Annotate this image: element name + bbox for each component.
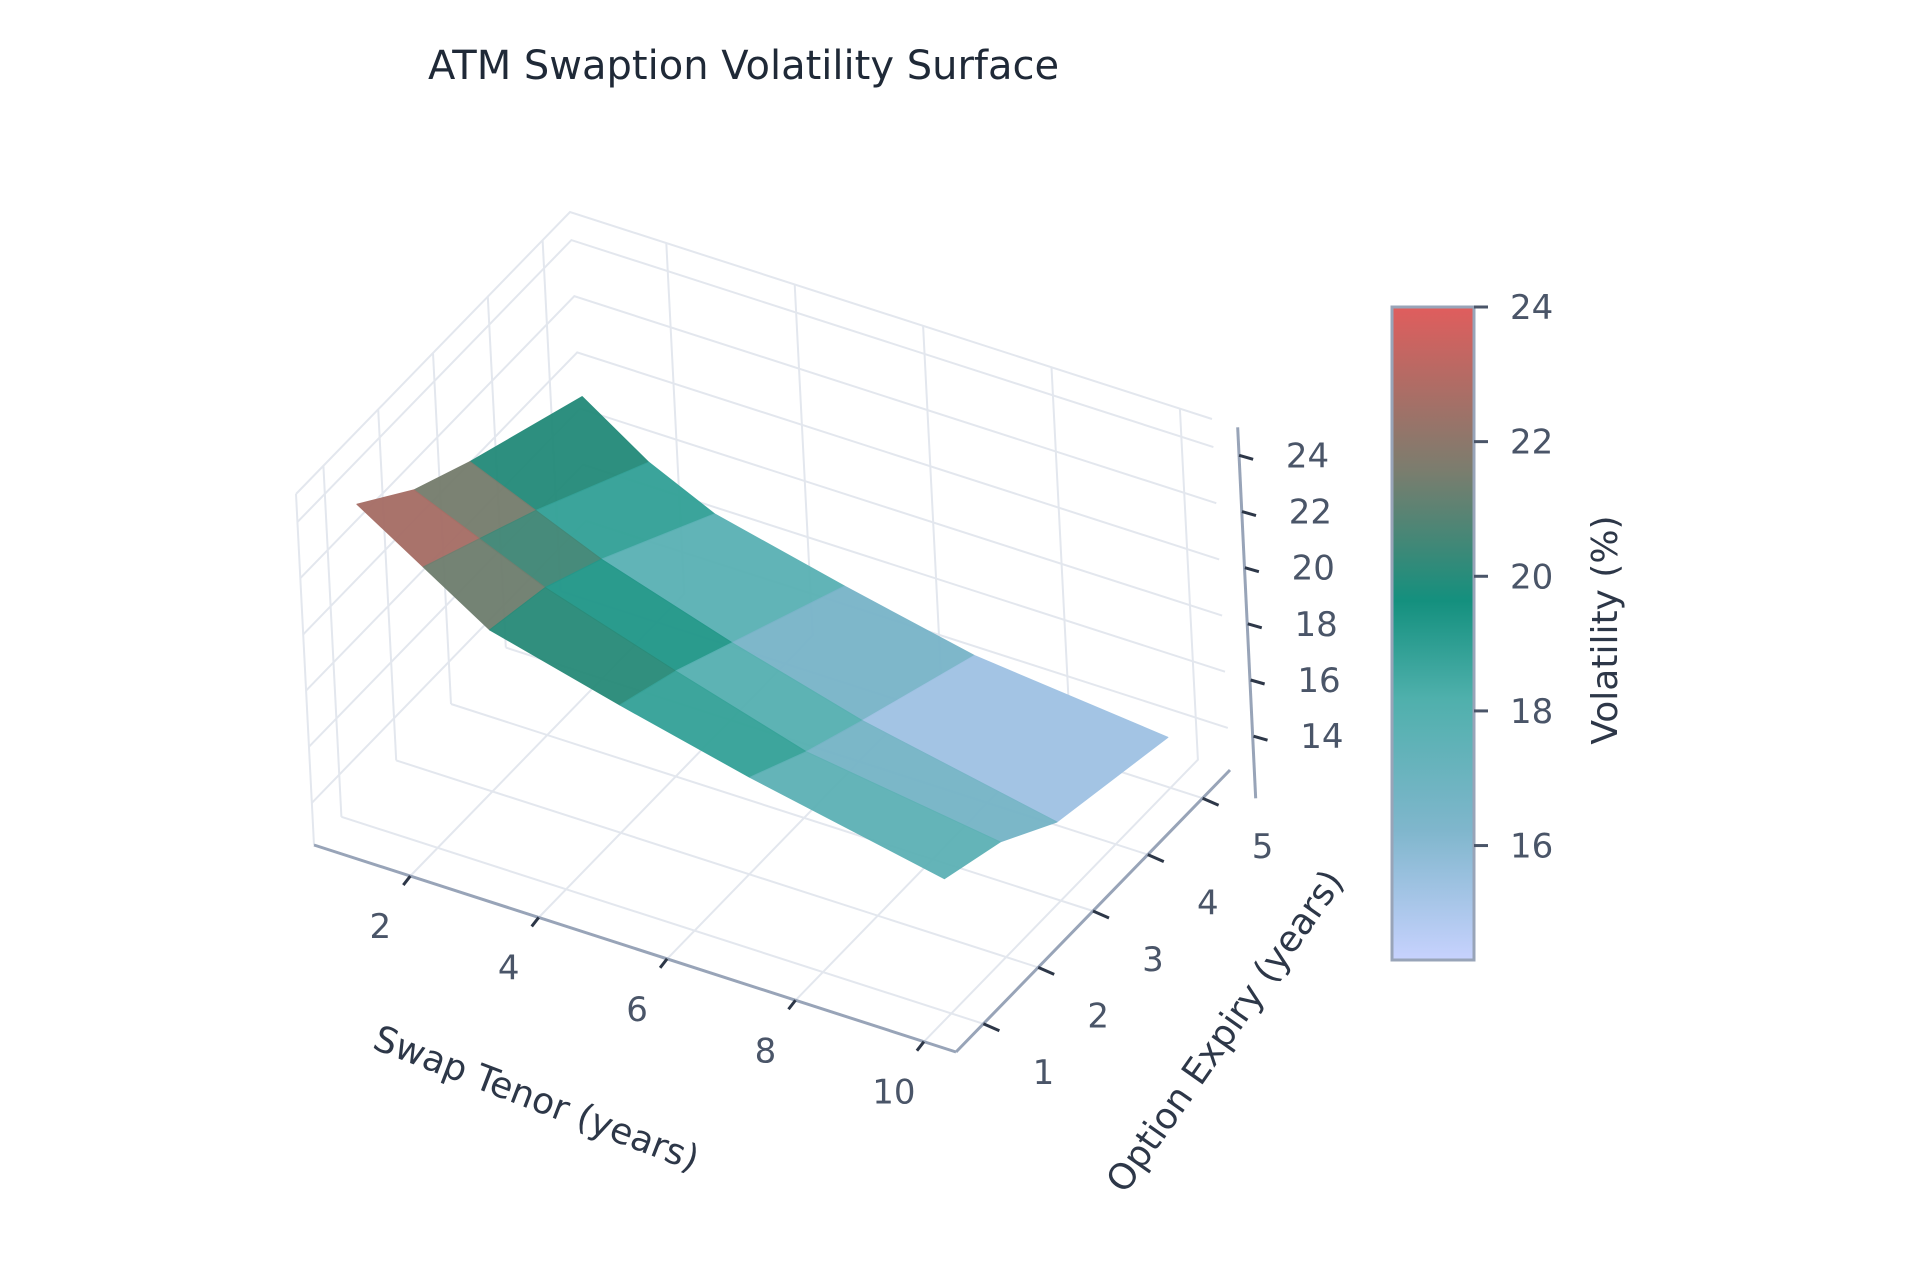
z-tick-mark xyxy=(1244,566,1260,574)
x-tick-label: 2 xyxy=(369,907,391,947)
x-tick-mark xyxy=(658,957,669,969)
grid-line xyxy=(923,408,1199,1043)
z-tick-label: 20 xyxy=(1292,549,1335,589)
x-tick-label: 4 xyxy=(498,948,520,988)
x-tick-label: 10 xyxy=(872,1073,915,1113)
grid-line xyxy=(295,493,315,846)
x-axis-line xyxy=(313,843,957,1054)
z-tick-mark xyxy=(1250,678,1266,686)
x-tick-label: 8 xyxy=(755,1031,777,1071)
grid-line xyxy=(299,295,1217,579)
x-tick-mark xyxy=(530,916,540,928)
grid-line xyxy=(450,703,1094,912)
colorbar-ticks: 16 18 20 22 24 xyxy=(1474,288,1553,867)
z-tick-mark xyxy=(1238,453,1254,461)
colorbar-tick-label: 20 xyxy=(1510,557,1553,597)
y-tick-mark xyxy=(982,1022,1001,1033)
colorbar-tick-label: 18 xyxy=(1510,692,1553,732)
z-tick-mark xyxy=(1253,734,1268,742)
x-tick-mark xyxy=(402,875,412,886)
x-axis-title: Swap Tenor (years) xyxy=(368,1018,705,1180)
y-tick-label: 5 xyxy=(1252,827,1274,867)
grid-line xyxy=(296,238,1214,523)
grid-line xyxy=(295,210,1213,495)
z-tick-label: 14 xyxy=(1300,717,1343,757)
colorbar-tick-label: 24 xyxy=(1510,288,1553,328)
y-tick-label: 1 xyxy=(1033,1053,1055,1093)
grid-line xyxy=(322,465,343,817)
colorbar-title: Volatility (%) xyxy=(1585,515,1626,744)
grid-line xyxy=(341,815,984,1025)
colorbar-tick-label: 22 xyxy=(1510,423,1553,463)
y-tick-mark xyxy=(1201,796,1220,807)
z-tick-label: 22 xyxy=(1289,493,1332,533)
z-tick-label: 24 xyxy=(1286,436,1329,476)
y-tick-label: 4 xyxy=(1197,884,1219,924)
surface-layer xyxy=(356,396,1169,880)
y-tick-label: 2 xyxy=(1087,996,1109,1036)
grid-line xyxy=(395,759,1039,969)
z-tick-label: 18 xyxy=(1294,605,1337,645)
y-axis-title: Option Expiry (years) xyxy=(1099,863,1352,1200)
grid-line xyxy=(377,409,398,761)
x-tick-mark xyxy=(787,999,797,1011)
y-tick-mark xyxy=(1147,853,1165,863)
z-tick-mark xyxy=(1241,510,1257,517)
y-tick-label: 3 xyxy=(1142,940,1164,980)
chart-title: ATM Swaption Volatility Surface xyxy=(428,43,1059,89)
z-axis-line xyxy=(1236,427,1258,799)
colorbar-tick-label: 16 xyxy=(1510,827,1553,867)
colorbar-gradient xyxy=(1390,305,1476,962)
x-tick-mark xyxy=(915,1040,926,1052)
z-tick-mark xyxy=(1247,622,1263,630)
y-tick-mark xyxy=(1037,966,1055,976)
surface-patch xyxy=(749,751,1001,880)
x-tick-label: 6 xyxy=(626,990,648,1030)
colorbar: 16 18 20 22 24 Volatility (%) xyxy=(1390,288,1626,962)
z-tick-label: 16 xyxy=(1297,661,1340,701)
y-tick-mark xyxy=(1092,909,1110,920)
